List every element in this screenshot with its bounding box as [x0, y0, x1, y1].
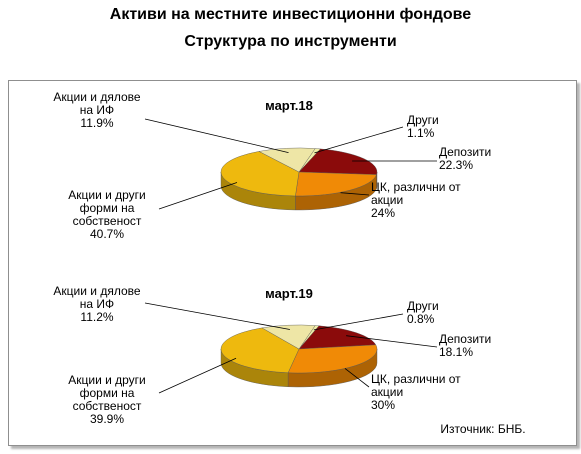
- slice-label-other: Други: [407, 113, 439, 127]
- pie-slice-securities: [295, 171, 377, 197]
- slice-label-equity: Акции и други: [68, 188, 146, 202]
- slice-label-securities: акции: [371, 385, 403, 399]
- slice-label-funds: на ИФ: [80, 103, 114, 117]
- pie-slice-equity: [220, 151, 300, 197]
- pie-slice-equity: [220, 327, 300, 373]
- slice-label-equity: Акции и други: [68, 373, 146, 387]
- data-label-securities: 30%: [371, 398, 395, 412]
- leader-line-other: [314, 126, 404, 154]
- data-label-deposits: 22.3%: [439, 158, 473, 172]
- slice-label-other: Други: [407, 299, 439, 313]
- slice-label-equity: собственост: [73, 214, 142, 228]
- pie-title: март.18: [265, 98, 313, 113]
- chart-subtitle: Структура по инструменти: [184, 33, 397, 50]
- leader-line-other: [313, 313, 404, 331]
- leader-line-funds: [144, 118, 289, 153]
- slice-label-deposits: Депозити: [439, 332, 491, 346]
- leader-line-equity: [158, 182, 238, 210]
- data-label-deposits: 18.1%: [439, 345, 473, 359]
- pie-title: март.19: [265, 286, 313, 301]
- pie-slice-funds: [261, 324, 316, 350]
- slice-label-funds: на ИФ: [80, 297, 114, 311]
- data-label-equity: 39.9%: [90, 412, 124, 426]
- slice-label-securities: ЦК, различни от: [371, 372, 461, 386]
- pie-slice-deposits: [298, 325, 377, 350]
- slice-label-deposits: Депозити: [439, 145, 491, 159]
- slice-label-securities: акции: [371, 193, 403, 207]
- pie-slice-deposits: [298, 148, 378, 175]
- leader-line-securities: [344, 368, 370, 388]
- chart-title: Активи на местните инвестиционни фондове: [109, 6, 472, 23]
- source-note: Източник: БНБ.: [440, 422, 525, 436]
- data-label-funds: 11.2%: [80, 310, 113, 324]
- chart-frame: март.18 Други 1.1% Депозити 22.3% ЦК, различн…: [8, 80, 577, 446]
- pie-slice-securities: [287, 344, 378, 374]
- slice-label-equity: собственост: [73, 399, 142, 413]
- leader-line-funds: [144, 302, 290, 330]
- leader-line-securities: [340, 192, 370, 196]
- slice-label-funds: Акции и дялове: [53, 284, 140, 298]
- slice-label-equity: форми на: [80, 386, 135, 400]
- data-label-equity: 40.7%: [90, 227, 124, 241]
- data-label-securities: 24%: [371, 206, 395, 220]
- leader-line-equity: [158, 357, 237, 394]
- data-label-other: 0.8%: [407, 312, 435, 326]
- slice-label-funds: Акции и дялове: [53, 90, 140, 104]
- data-label-funds: 11.9%: [80, 116, 113, 130]
- slice-label-equity: форми на: [80, 201, 135, 215]
- slice-label-securities: ЦК, различни от: [371, 180, 461, 194]
- pie-slice-funds: [258, 147, 316, 173]
- data-label-other: 1.1%: [407, 126, 435, 140]
- leader-line-deposits: [346, 335, 438, 348]
